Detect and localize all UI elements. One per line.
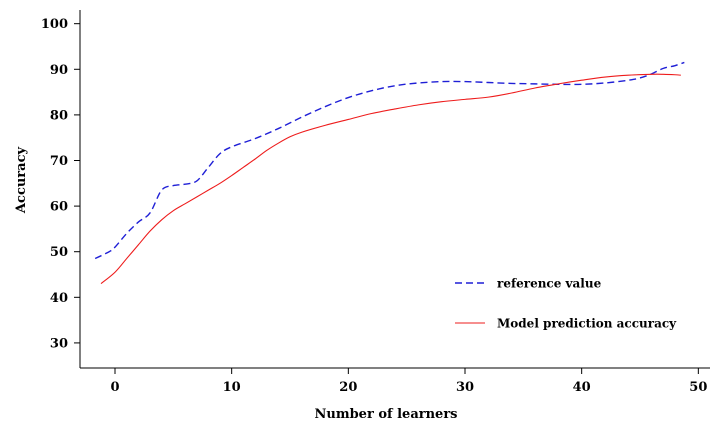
x-tick-label: 40 (573, 380, 591, 395)
x-axis-label: Number of learners (315, 407, 458, 422)
y-tick-label: 30 (50, 336, 68, 351)
y-tick-label: 40 (50, 291, 68, 306)
y-tick-label: 90 (50, 63, 68, 78)
x-tick-label: 50 (689, 380, 707, 395)
y-tick-label: 80 (50, 108, 68, 123)
y-axis-label: Accuracy (14, 147, 29, 215)
series-line-0 (94, 61, 685, 260)
legend: reference value Model prediction accuracy (455, 277, 677, 331)
y-tick-label: 70 (50, 154, 68, 169)
x-tick-label: 30 (456, 380, 474, 395)
legend-label-1: Model prediction accuracy (497, 317, 677, 331)
legend-label-0: reference value (497, 277, 602, 291)
x-tick-label: 10 (223, 380, 241, 395)
y-tick-label: 50 (50, 245, 68, 260)
x-tick-label: 20 (339, 380, 357, 395)
x-axis: 0 10 20 30 40 50 (80, 367, 710, 395)
y-tick-label: 60 (50, 200, 68, 215)
y-tick-label: 100 (41, 17, 68, 32)
series-layer (94, 61, 685, 285)
series-line-1 (100, 73, 681, 285)
y-axis: 30 40 50 60 70 80 90 100 (41, 10, 81, 368)
x-tick-label: 0 (110, 380, 119, 395)
